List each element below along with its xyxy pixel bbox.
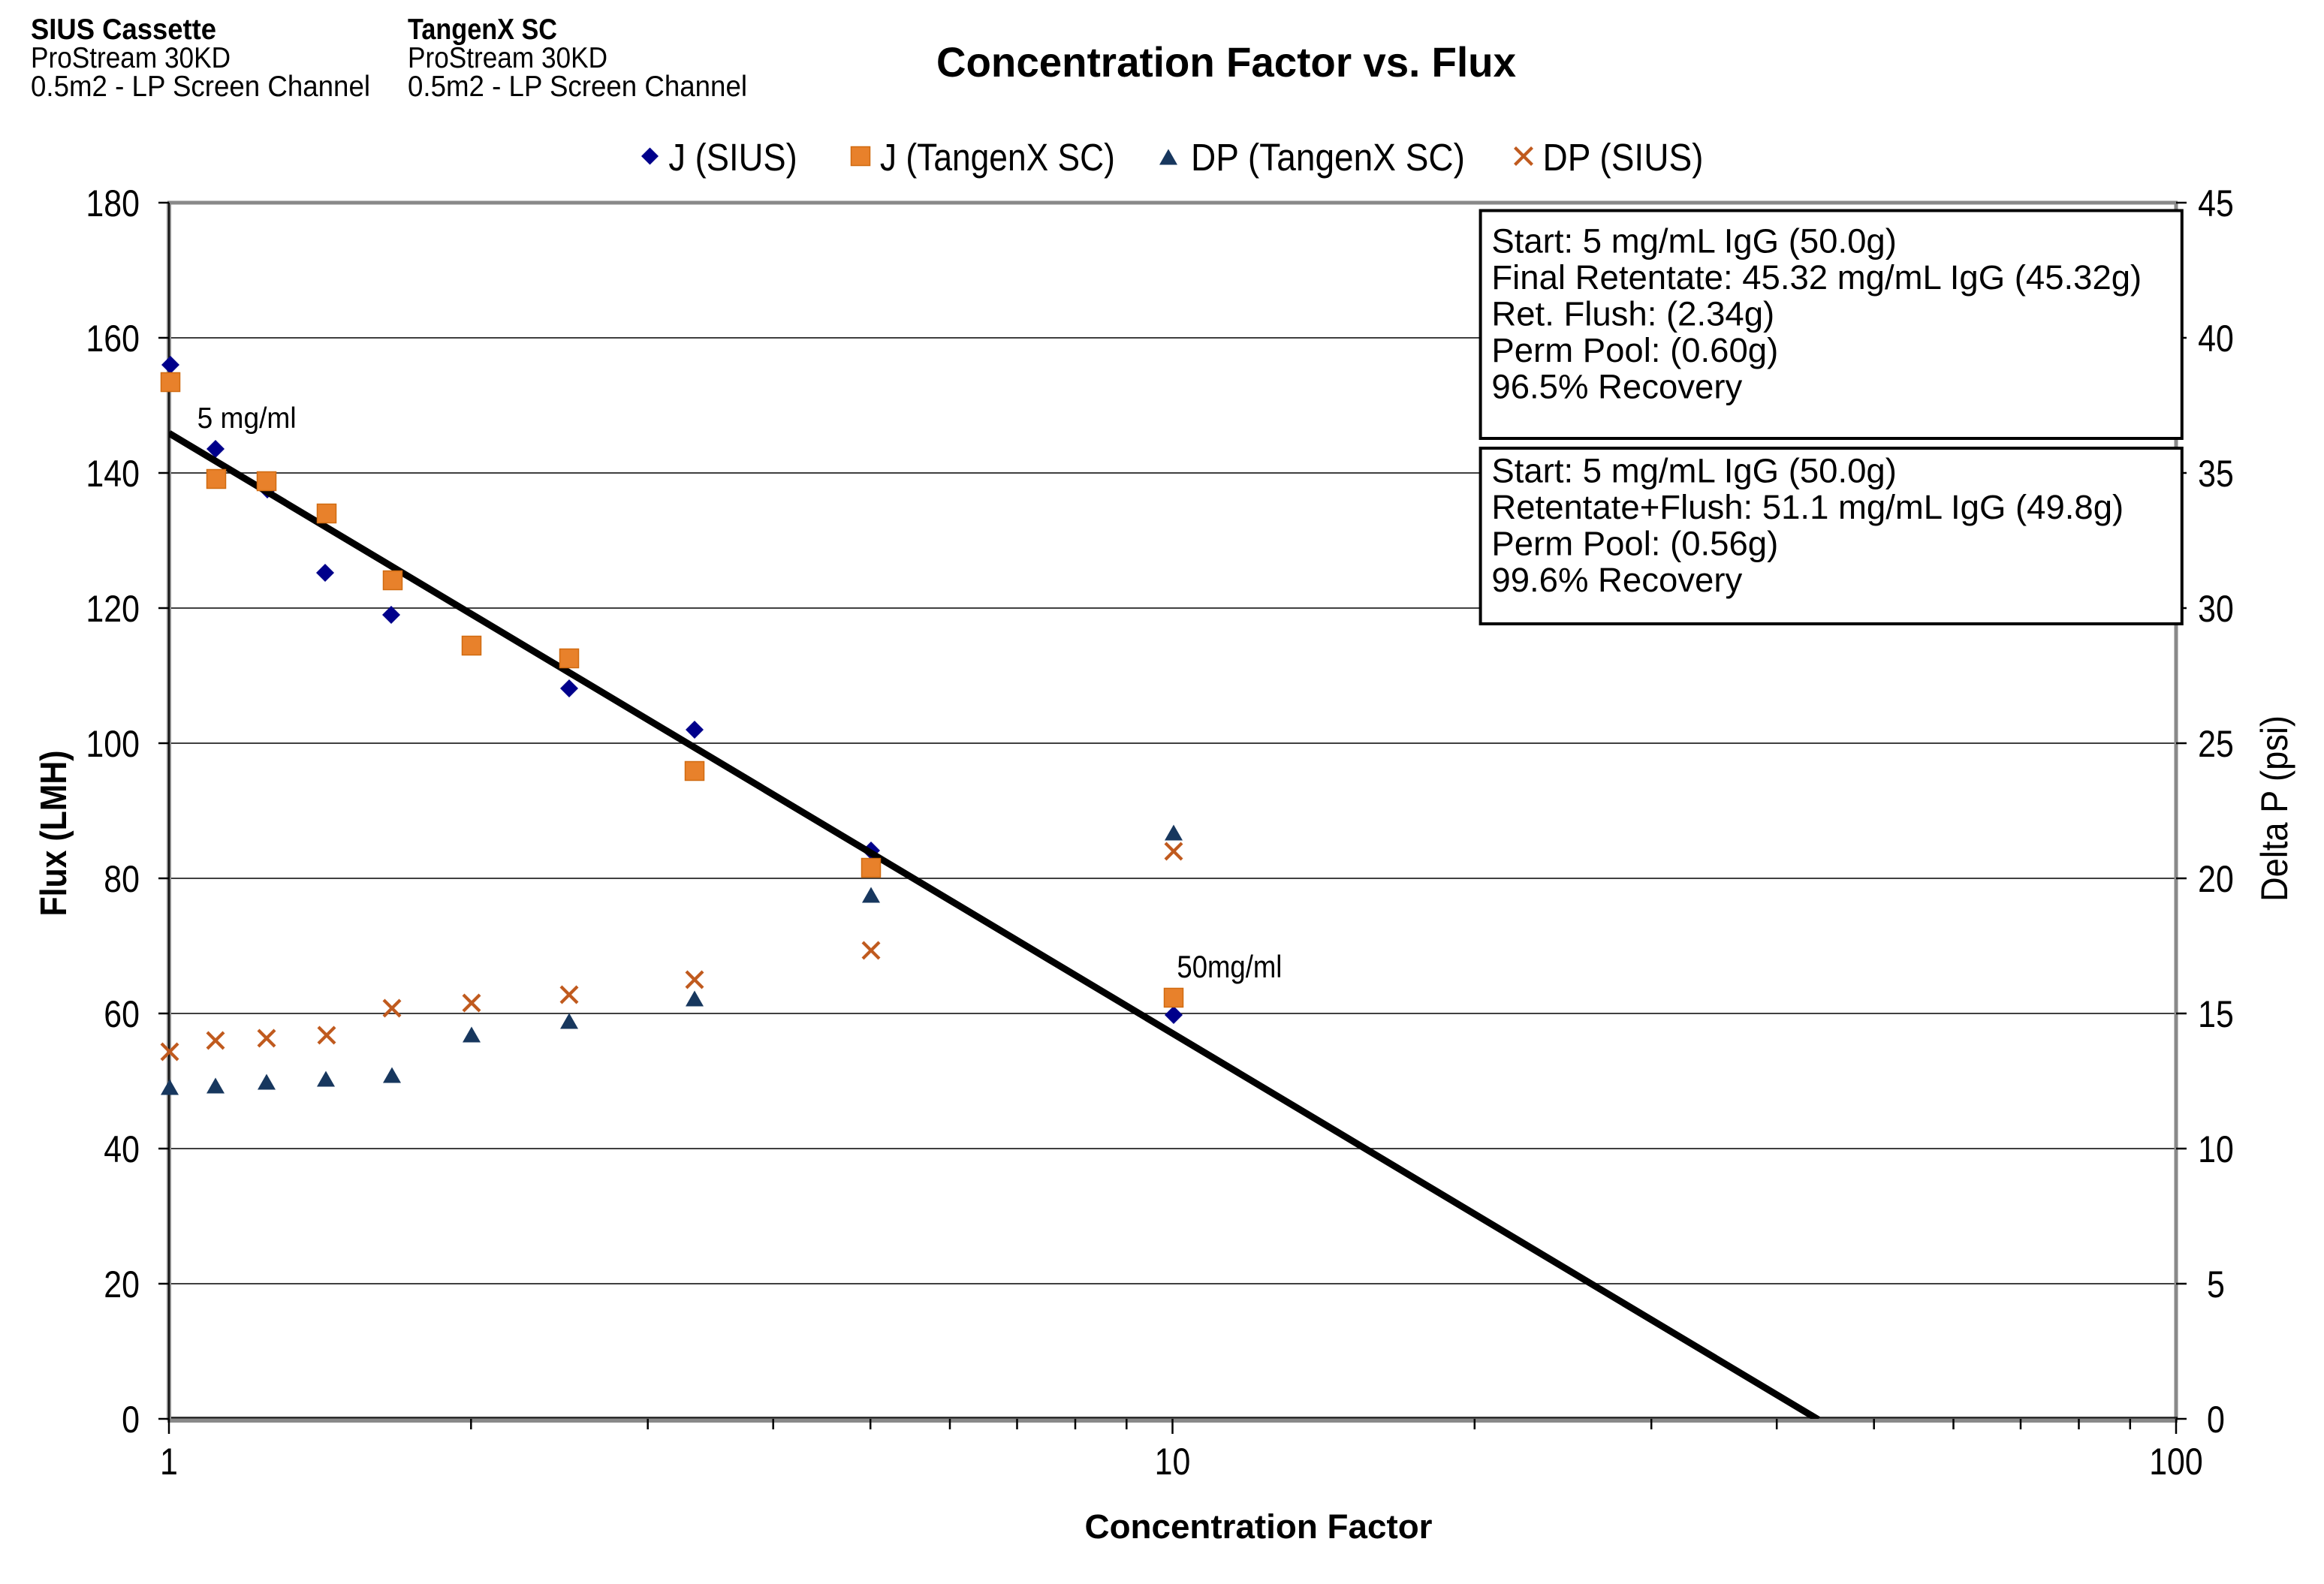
svg-text:50mg/ml: 50mg/ml: [1177, 949, 1282, 984]
svg-text:15: 15: [2198, 993, 2234, 1035]
svg-text:Concentration Factor: Concentration Factor: [1085, 1507, 1433, 1546]
svg-text:25: 25: [2198, 723, 2234, 765]
svg-text:Start: 5 mg/mL IgG (50.0g): Start: 5 mg/mL IgG (50.0g): [1491, 452, 1896, 490]
svg-text:80: 80: [104, 858, 140, 900]
svg-text:20: 20: [104, 1263, 140, 1305]
svg-text:100: 100: [86, 723, 140, 765]
svg-text:DP (TangenX SC): DP (TangenX SC): [1191, 136, 1465, 179]
svg-text:60: 60: [104, 993, 140, 1035]
svg-text:ProStream 30KD: ProStream 30KD: [408, 42, 607, 74]
svg-text:Flux (LMH): Flux (LMH): [34, 751, 74, 917]
svg-text:0: 0: [122, 1399, 140, 1441]
svg-text:35: 35: [2198, 453, 2234, 495]
svg-text:J (SIUS): J (SIUS): [668, 136, 797, 179]
svg-text:20: 20: [2198, 858, 2234, 900]
svg-text:0.5m2 - LP Screen Channel: 0.5m2 - LP Screen Channel: [31, 71, 370, 103]
svg-text:0.5m2 - LP Screen Channel: 0.5m2 - LP Screen Channel: [408, 71, 747, 103]
svg-text:120: 120: [86, 588, 140, 630]
svg-text:ProStream 30KD: ProStream 30KD: [31, 42, 231, 74]
svg-text:40: 40: [2198, 318, 2234, 360]
svg-text:Start: 5 mg/mL IgG (50.0g): Start: 5 mg/mL IgG (50.0g): [1491, 222, 1896, 260]
svg-text:99.6% Recovery: 99.6% Recovery: [1491, 561, 1742, 599]
svg-text:Perm Pool: (0.56g): Perm Pool: (0.56g): [1491, 525, 1778, 563]
svg-text:10: 10: [2198, 1128, 2234, 1170]
svg-text:140: 140: [86, 453, 140, 495]
svg-text:180: 180: [86, 182, 140, 224]
svg-text:Final Retentate: 45.32 mg/mL I: Final Retentate: 45.32 mg/mL IgG (45.32g…: [1491, 258, 2142, 297]
svg-text:5 mg/ml: 5 mg/ml: [197, 402, 297, 435]
svg-text:TangenX SC: TangenX SC: [408, 14, 557, 46]
svg-text:100: 100: [2149, 1441, 2203, 1483]
svg-text:0: 0: [2207, 1399, 2225, 1441]
svg-text:1: 1: [160, 1441, 178, 1483]
svg-text:40: 40: [104, 1128, 140, 1170]
svg-text:DP (SIUS): DP (SIUS): [1543, 136, 1704, 179]
svg-text:160: 160: [86, 318, 140, 360]
svg-text:J (TangenX SC): J (TangenX SC): [880, 136, 1115, 179]
svg-text:Perm Pool: (0.60g): Perm Pool: (0.60g): [1491, 331, 1778, 369]
svg-text:45: 45: [2198, 182, 2234, 224]
svg-text:SIUS Cassette: SIUS Cassette: [31, 14, 216, 46]
svg-text:Retentate+Flush: 51.1 mg/mL Ig: Retentate+Flush: 51.1 mg/mL IgG (49.8g): [1491, 488, 2124, 526]
svg-text:Delta P (psi): Delta P (psi): [2253, 715, 2295, 902]
svg-text:10: 10: [1155, 1441, 1191, 1483]
svg-text:Ret. Flush: (2.34g): Ret. Flush: (2.34g): [1491, 295, 1774, 333]
svg-text:30: 30: [2198, 588, 2234, 630]
svg-text:5: 5: [2207, 1263, 2225, 1305]
svg-text:96.5% Recovery: 96.5% Recovery: [1491, 368, 1742, 406]
svg-text:Concentration Factor vs. Flux: Concentration Factor vs. Flux: [936, 38, 1516, 86]
